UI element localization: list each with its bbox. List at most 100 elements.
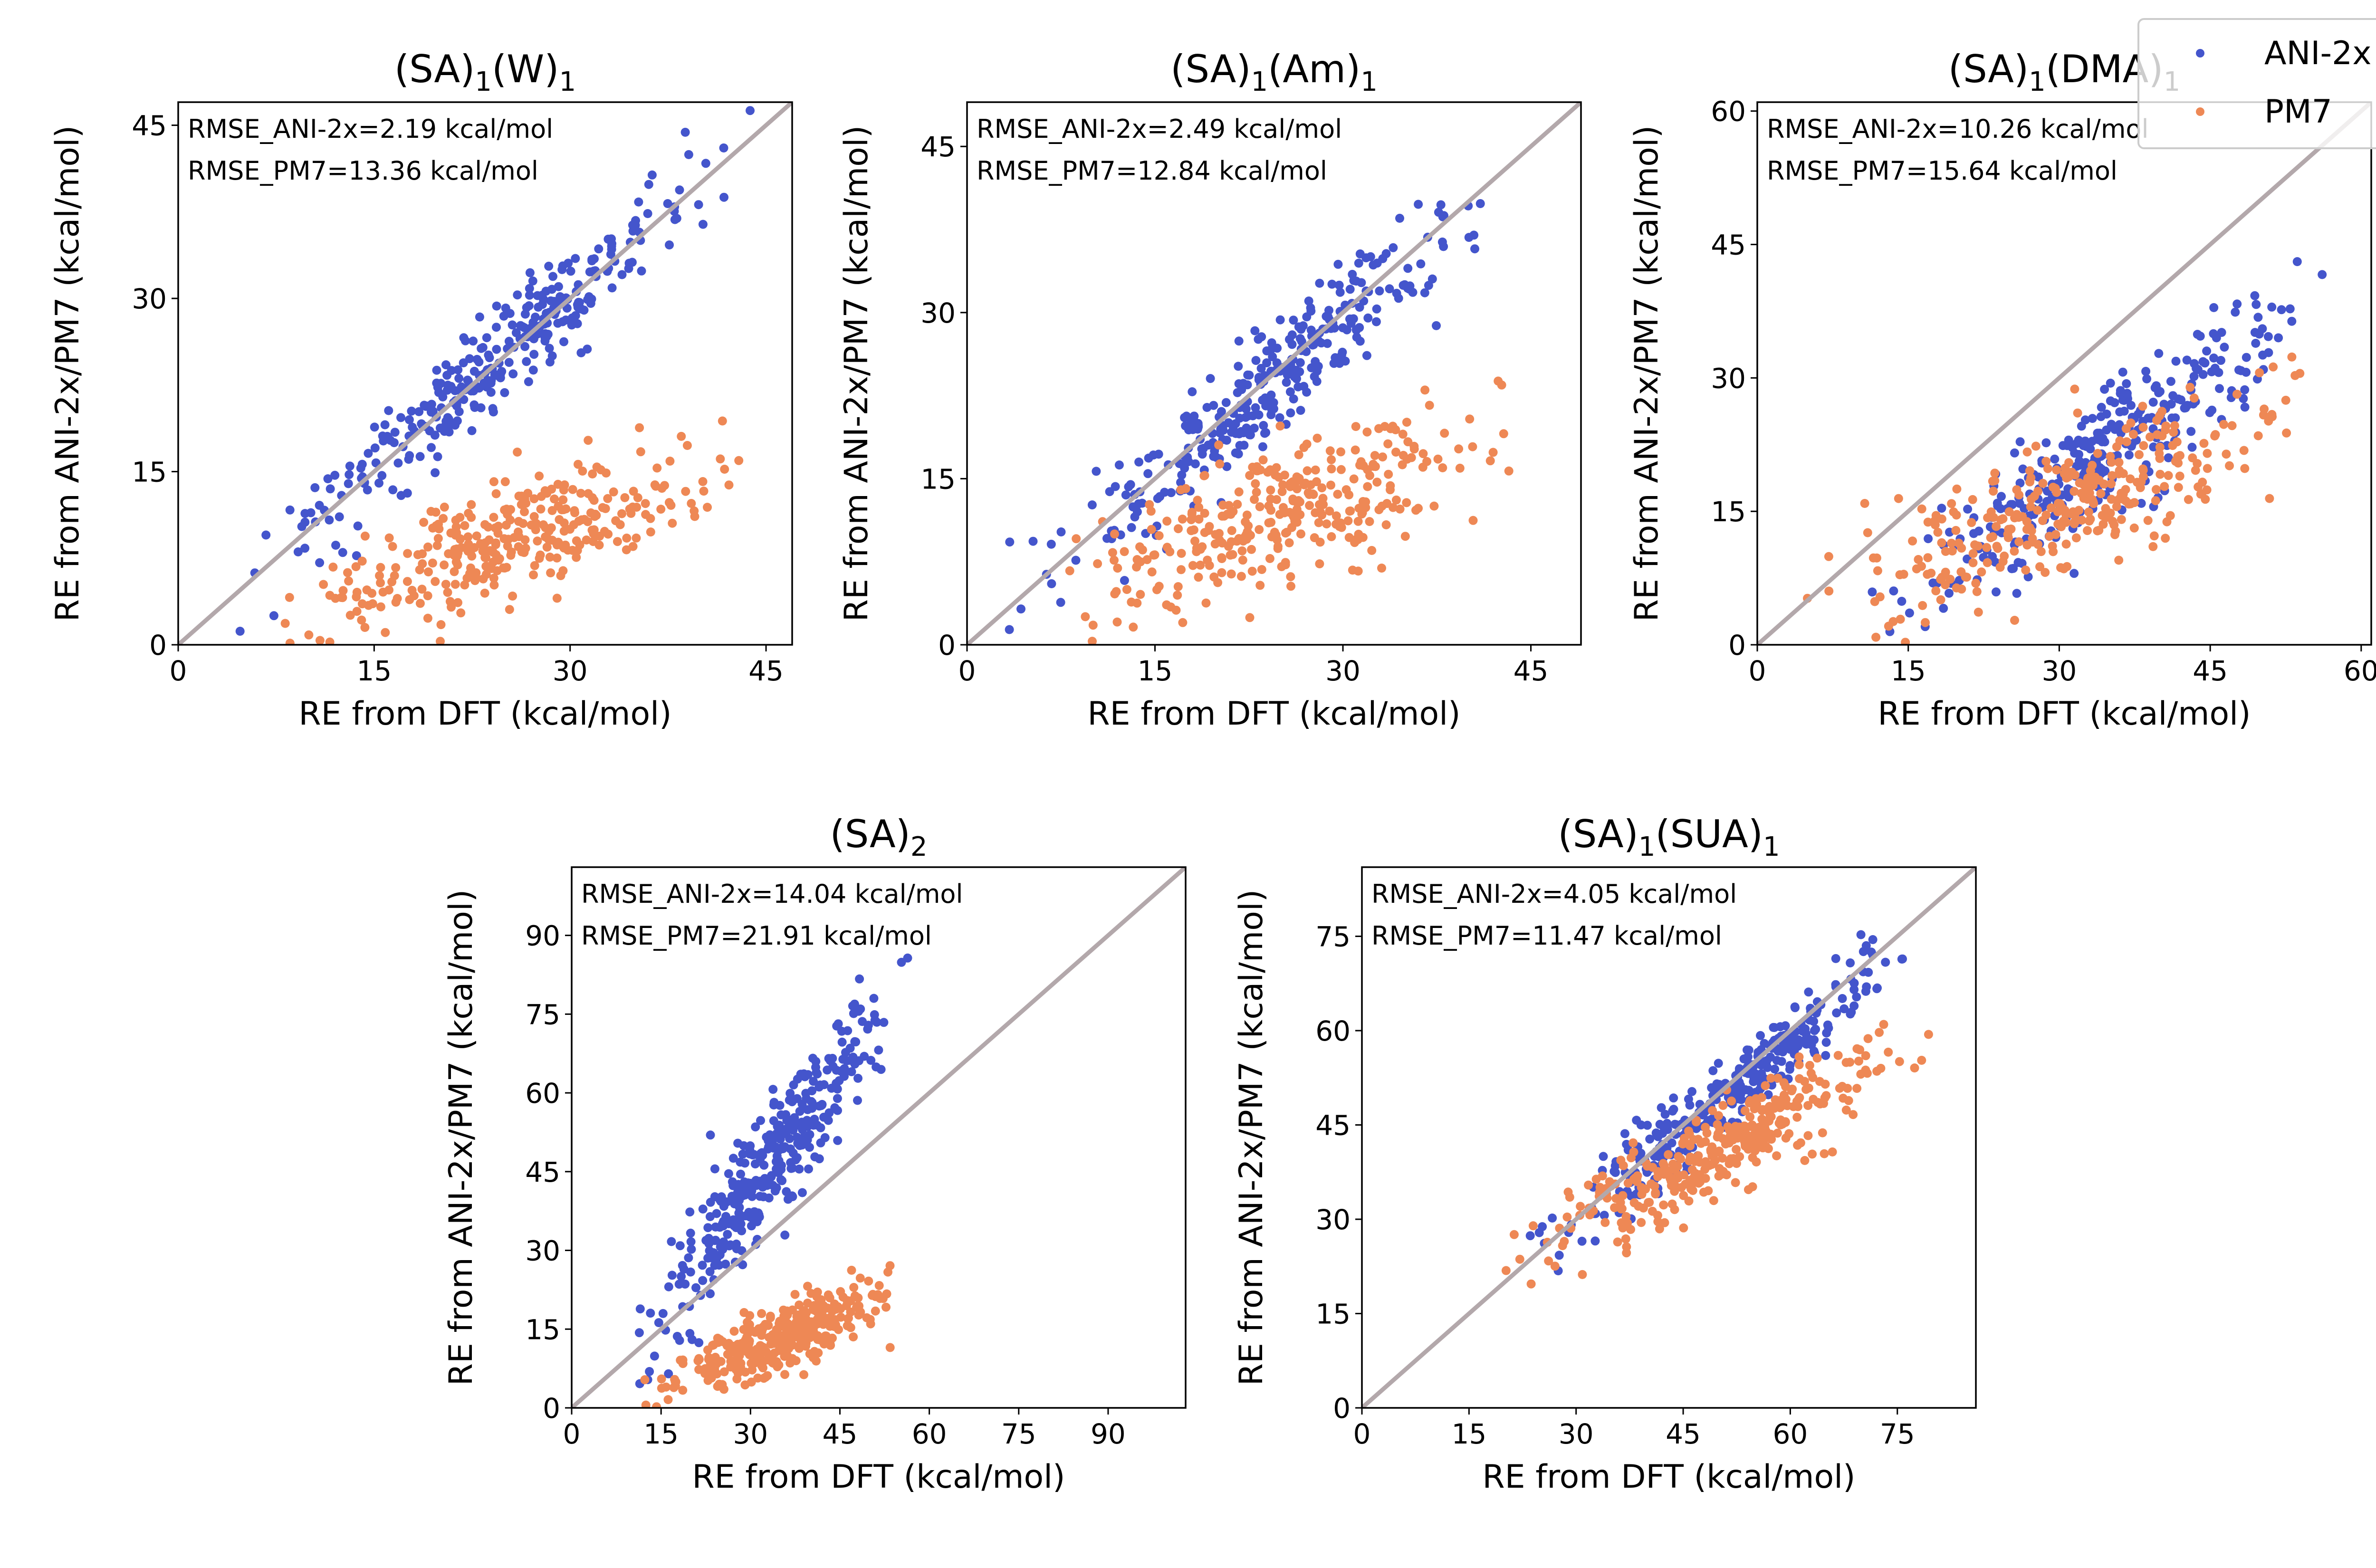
point-ani2x: [809, 1120, 818, 1130]
point-pm7: [1255, 581, 1265, 590]
point-ani2x: [1216, 425, 1226, 434]
point-ani2x: [2171, 413, 2180, 422]
point-ani2x: [2094, 435, 2103, 444]
point-pm7: [1684, 1127, 1693, 1136]
point-ani2x: [571, 254, 580, 263]
point-pm7: [2025, 477, 2034, 487]
point-pm7: [2232, 390, 2242, 399]
y-axis-label: RE from ANI-2x/PM7 (kcal/mol): [1628, 125, 1666, 622]
point-pm7: [304, 630, 314, 640]
point-ani2x: [1231, 448, 1240, 458]
point-pm7: [444, 549, 453, 558]
point-pm7: [1440, 429, 1449, 438]
point-pm7: [620, 493, 630, 502]
point-ani2x: [1937, 504, 1946, 513]
point-ani2x: [2254, 329, 2264, 339]
point-pm7: [2026, 502, 2035, 511]
point-pm7: [790, 1290, 800, 1299]
x-tick-label: 30: [733, 1418, 768, 1450]
point-pm7: [376, 602, 385, 612]
point-pm7: [726, 1362, 735, 1372]
point-pm7: [2088, 460, 2097, 470]
point-pm7: [467, 513, 476, 522]
point-pm7: [434, 519, 443, 529]
point-pm7: [523, 488, 533, 498]
point-ani2x: [2274, 333, 2283, 343]
point-ani2x: [1292, 374, 1301, 383]
point-ani2x: [698, 1276, 708, 1285]
point-ani2x: [306, 508, 316, 517]
point-pm7: [622, 534, 632, 543]
point-pm7: [2281, 395, 2290, 405]
point-pm7: [2225, 461, 2234, 470]
point-pm7: [682, 441, 692, 450]
point-pm7: [529, 570, 538, 580]
point-ani2x: [1250, 326, 1260, 335]
point-ani2x: [1708, 1066, 1718, 1075]
point-ani2x: [1437, 237, 1447, 247]
point-pm7: [1936, 595, 1945, 604]
point-pm7: [1992, 522, 2001, 531]
point-ani2x: [706, 1197, 715, 1207]
point-pm7: [795, 1300, 804, 1310]
point-ani2x: [2267, 302, 2277, 312]
point-ani2x: [1416, 259, 1426, 268]
point-pm7: [1238, 555, 1247, 565]
point-pm7: [1357, 509, 1367, 519]
point-pm7: [520, 507, 529, 516]
point-ani2x: [1228, 422, 1238, 431]
point-ani2x: [2100, 384, 2109, 394]
point-pm7: [874, 1281, 884, 1290]
point-pm7: [1395, 504, 1405, 514]
point-pm7: [1224, 501, 1234, 510]
point-ani2x: [856, 1004, 865, 1013]
rmse-pm7-annotation: RMSE_PM7=12.84 kcal/mol: [977, 156, 1327, 186]
point-ani2x: [749, 1150, 759, 1159]
point-ani2x: [2116, 389, 2125, 398]
point-pm7: [1215, 535, 1225, 545]
point-pm7: [2113, 496, 2122, 505]
point-pm7: [670, 1375, 680, 1384]
point-ani2x: [686, 1228, 695, 1238]
point-ani2x: [374, 478, 383, 488]
point-pm7: [1752, 1126, 1761, 1135]
point-pm7: [1951, 526, 1961, 535]
point-pm7: [1377, 564, 1386, 573]
point-pm7: [1165, 547, 1175, 556]
point-pm7: [757, 1361, 766, 1370]
point-pm7: [699, 487, 709, 496]
point-ani2x: [675, 185, 684, 195]
point-pm7: [2051, 530, 2060, 539]
point-ani2x: [1351, 325, 1361, 335]
point-pm7: [1352, 535, 1361, 544]
point-ani2x: [545, 344, 554, 353]
x-tick-label: 45: [748, 655, 784, 687]
point-pm7: [2149, 531, 2159, 541]
point-ani2x: [1849, 1001, 1859, 1011]
point-ani2x: [1272, 358, 1282, 368]
point-ani2x: [326, 484, 335, 494]
y-tick-label: 0: [938, 629, 956, 661]
point-ani2x: [635, 1304, 645, 1314]
point-pm7: [1745, 1135, 1755, 1144]
point-ani2x: [1295, 358, 1305, 367]
point-ani2x: [677, 1272, 686, 1281]
point-pm7: [1286, 582, 1295, 591]
point-ani2x: [1239, 440, 1249, 450]
point-ani2x: [2072, 439, 2081, 448]
y-tick-label: 75: [1315, 921, 1351, 953]
point-pm7: [1735, 1152, 1744, 1161]
point-ani2x: [414, 407, 424, 416]
point-pm7: [2264, 416, 2273, 426]
x-tick-label: 15: [1451, 1418, 1486, 1450]
point-ani2x: [786, 1089, 795, 1098]
point-ani2x: [433, 452, 442, 461]
point-pm7: [500, 477, 510, 487]
point-ani2x: [719, 192, 728, 202]
point-pm7: [440, 502, 449, 512]
point-ani2x: [678, 1261, 687, 1270]
point-ani2x: [675, 1241, 685, 1251]
point-pm7: [591, 509, 600, 519]
point-pm7: [1732, 1145, 1741, 1154]
point-pm7: [656, 505, 666, 514]
